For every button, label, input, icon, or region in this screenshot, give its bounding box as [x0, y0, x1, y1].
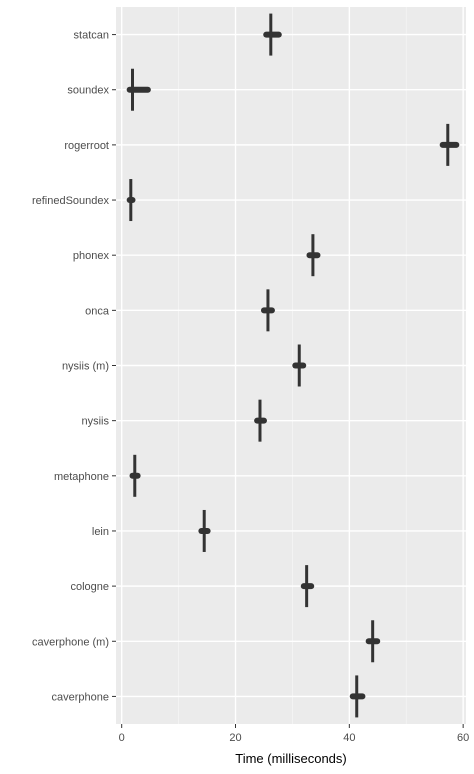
y-tick-label: refinedSoundex [32, 195, 110, 207]
y-tick-label: caverphone (m) [32, 636, 109, 648]
major-gridlines [116, 7, 466, 724]
x-tick-label: 20 [229, 732, 241, 744]
box-phonex [306, 234, 321, 277]
x-tick-label: 60 [457, 732, 469, 744]
y-tick-label: cologne [70, 581, 109, 593]
box-metaphone [129, 454, 141, 497]
box-soundex [126, 68, 151, 111]
box-rogerroot [439, 123, 460, 166]
x-axis-title: Time (milliseconds) [235, 751, 346, 766]
y-tick-label: lein [92, 526, 109, 538]
x-tick-label: 0 [119, 732, 125, 744]
y-tick-label: nysiis [81, 416, 109, 428]
box-nysiis [254, 399, 267, 442]
box-cologne [300, 565, 315, 608]
y-tick-label: onca [85, 305, 110, 317]
y-tick-label: phonex [73, 250, 110, 262]
y-tick-label: caverphone [52, 691, 110, 703]
box-onca [260, 289, 275, 332]
y-tick-label: rogerroot [64, 140, 109, 152]
y-tick-label: soundex [67, 85, 109, 97]
box-caverphone-m- [365, 620, 381, 663]
y-axis: statcan soundex rogerroot refinedSoundex pho… [32, 30, 116, 703]
x-axis: 0 20 40 60 [119, 724, 469, 744]
y-tick-label: statcan [74, 30, 109, 42]
y-tick-label: metaphone [54, 471, 109, 483]
box-marks [126, 13, 460, 718]
box-nysiis-m- [292, 344, 307, 387]
box-lein [198, 509, 211, 552]
box-refinedsoundex [126, 179, 136, 222]
x-tick-label: 40 [343, 732, 355, 744]
box-caverphone [349, 675, 366, 718]
box-statcan [263, 13, 282, 56]
y-tick-label: nysiis (m) [62, 361, 109, 373]
